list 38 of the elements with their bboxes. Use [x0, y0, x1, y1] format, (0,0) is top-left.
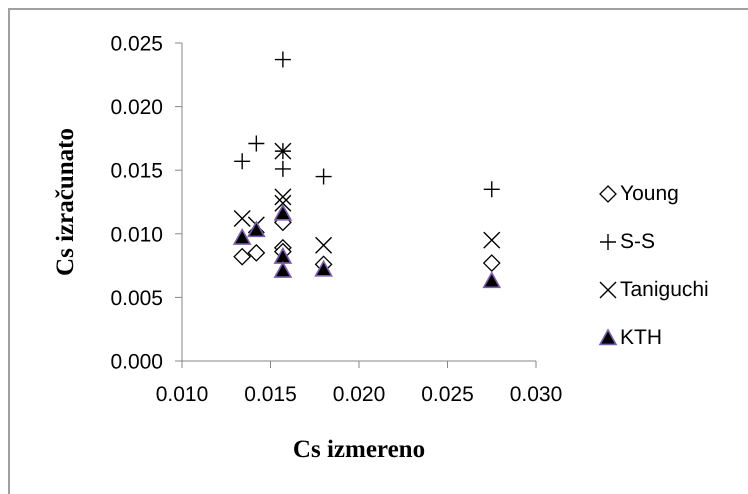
point [233, 152, 251, 170]
x-tick-label: 0.010 [156, 382, 208, 406]
point [274, 204, 292, 221]
point [483, 254, 500, 272]
point [234, 248, 251, 266]
point [314, 236, 332, 254]
y-tick-label: 0.000 [110, 350, 163, 374]
legend-label: Taniguchi [620, 278, 709, 302]
x-axis-title: Cs izmereno [292, 436, 426, 463]
y-tick-label: 0.020 [110, 96, 163, 120]
point [233, 228, 251, 245]
y-axis-title: Cs izračunato [52, 128, 79, 276]
y-tick-label: 0.015 [110, 160, 163, 183]
point [233, 210, 251, 228]
x-tick-label: 0.025 [421, 382, 474, 406]
legend-label: KTH [620, 326, 662, 350]
x-tick-label: 0.020 [332, 382, 386, 406]
point [274, 50, 292, 68]
point [274, 262, 292, 278]
point [483, 231, 500, 249]
x-tick-label: 0.030 [510, 382, 562, 406]
point [482, 272, 501, 288]
point [314, 260, 332, 277]
legend-label: Young [620, 182, 679, 206]
point [274, 248, 292, 264]
point [248, 244, 265, 262]
y-tick-label: 0.025 [110, 32, 163, 56]
point [314, 168, 332, 186]
y-tick-label: 0.010 [110, 223, 163, 246]
point [248, 221, 266, 238]
point [248, 216, 266, 234]
point [274, 160, 292, 178]
point [274, 194, 292, 212]
point [248, 134, 266, 152]
point [274, 188, 292, 206]
legend-label: S-S [620, 230, 656, 254]
y-tick-label: 0.005 [110, 286, 163, 310]
x-tick-label: 0.015 [244, 382, 297, 406]
